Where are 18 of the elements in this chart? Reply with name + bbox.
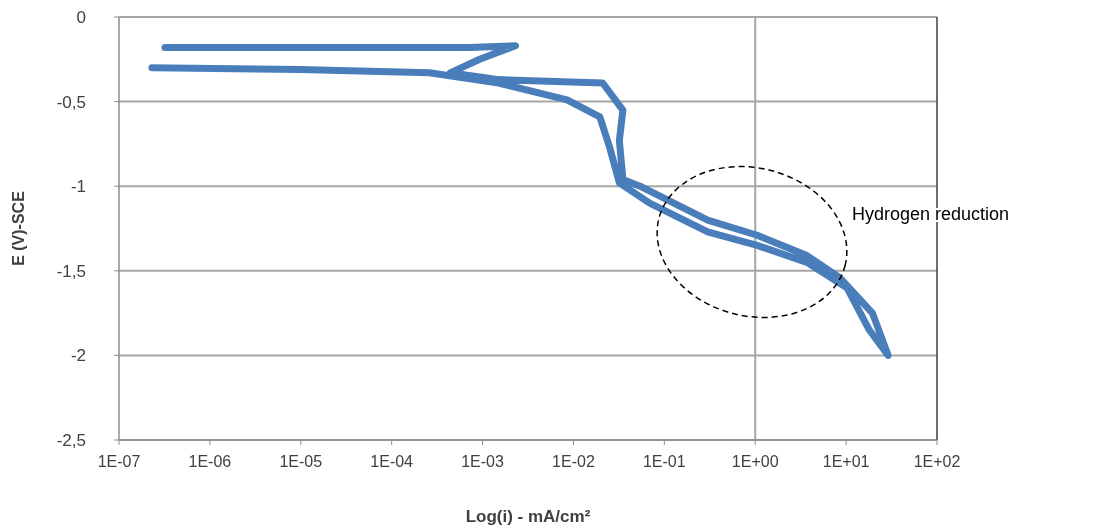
x-tick-label: 1E-05: [279, 453, 323, 470]
x-tick-label: 1E-01: [642, 453, 686, 470]
x-tick-label: 1E-07: [97, 453, 141, 470]
y-tick-label: 0: [76, 8, 86, 27]
x-tick-label: 1E+00: [731, 453, 779, 470]
x-tick-label: 1E-02: [552, 453, 595, 470]
y-tick-label: -1: [70, 177, 86, 197]
x-tick-label: 1E-06: [188, 453, 232, 470]
y-tick-label: -1,5: [56, 261, 86, 281]
x-tick-label: 1E-04: [370, 453, 414, 470]
x-tick-label: 1E-03: [461, 453, 504, 470]
y-tick-label: -0,5: [56, 92, 86, 112]
y-tick-label: -2,5: [56, 431, 86, 450]
y-tick-label: -2: [70, 346, 86, 366]
x-tick-label: 1E+01: [822, 453, 870, 470]
x-axis-title: Log(i) - mA/cm²: [465, 507, 591, 526]
x-tick-label: 1E+02: [913, 453, 961, 470]
y-axis-title: E (V)-SCE: [10, 190, 27, 266]
